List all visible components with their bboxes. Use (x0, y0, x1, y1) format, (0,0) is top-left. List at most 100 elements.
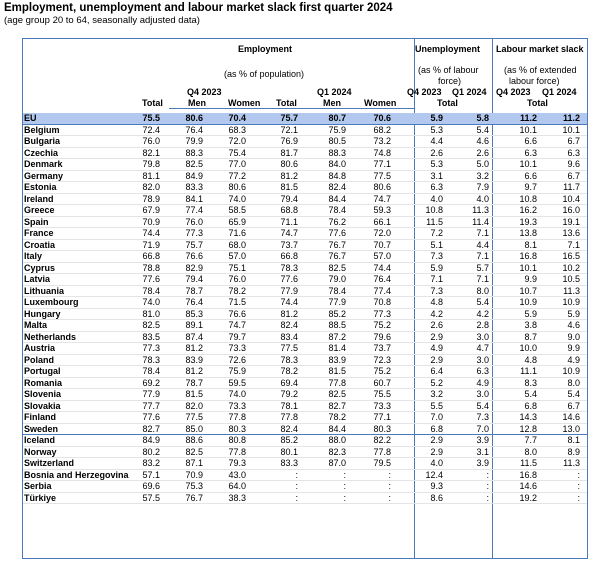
unemp-q4-cell: 6.3 (430, 182, 443, 192)
table-row: Switzerland 83.2 87.1 79.3 83.3 87.0 79.5 4.0 3.… (23, 458, 587, 470)
emp-total-q1-cell: 83.4 (280, 331, 298, 342)
emp-men-q1-cell: 88.5 (328, 320, 346, 330)
emp-men-q1-cell: : (343, 481, 346, 491)
emp-total-q4-cell: 84.9 (142, 435, 160, 445)
unemp-q1-cell: 3.0 (476, 389, 489, 399)
emp-men-q1-cell: 82.7 (328, 400, 346, 411)
emp-men-q1-cell: 88.3 (328, 147, 346, 158)
emp-women-q1-cell: 73.7 (373, 343, 391, 353)
emp-women-q1-cell: 77.5 (373, 170, 391, 181)
emp-men-q4-cell: 82.5 (185, 446, 203, 457)
slack-q4-cell: 4.8 (524, 354, 537, 365)
slack-q1-cell: 10.1 (562, 124, 580, 135)
table-row: Denmark 79.8 82.5 77.0 80.6 84.0 77.1 5.3 5.0 10.… (23, 159, 587, 171)
emp-women-q4-cell: 38.3 (228, 492, 246, 503)
emp-women-q1-cell: 75.2 (373, 320, 391, 330)
unemp-q4-cell: 5.9 (430, 113, 443, 123)
emp-total-q1-cell: : (295, 492, 298, 503)
slack-q1-cell: : (577, 481, 580, 491)
emp-women-q4-cell: 80.6 (228, 182, 246, 192)
q4-2023-header: Q4 2023 (187, 87, 222, 97)
emp-total-q4-cell: 77.9 (142, 389, 160, 399)
emp-total-q1-cell: 79.4 (280, 193, 298, 204)
emp-men-q1-cell: 85.2 (328, 308, 346, 319)
unemp-q1-cell: 7.9 (476, 182, 489, 192)
emp-men-q4-cell: 76.0 (185, 216, 203, 227)
unemp-q4-cell: 5.1 (430, 239, 443, 250)
emp-total-q1-cell: 81.2 (280, 170, 298, 181)
emp-men-q4-cell: 78.7 (185, 285, 203, 296)
unemp-q4-cell: 8.6 (430, 492, 443, 503)
emp-women-q4-cell: 59.5 (228, 377, 246, 388)
unemp-q4-cell: 4.0 (430, 193, 443, 204)
table-body: EU 75.5 80.6 70.4 75.7 80.7 70.6 5.9 5.8 11.2 11.2… (23, 113, 587, 504)
slack-q1-cell: 4.9 (567, 354, 580, 365)
emp-women-q1-cell: 74.7 (373, 193, 391, 204)
emp-total-q4-cell: 76.0 (142, 136, 160, 146)
table-row: Finland 77.6 77.5 77.8 77.8 78.2 77.1 7.0 7.3 14.… (23, 412, 587, 424)
emp-women-q4-cell: 64.0 (228, 481, 246, 491)
country-name: Netherlands (24, 331, 77, 342)
slack-q1-cell: 10.2 (562, 262, 580, 273)
unemp-q4-cell: 5.5 (430, 400, 443, 411)
unemp-q4-cell: 12.4 (425, 469, 443, 480)
table-row: Netherlands 83.5 87.4 79.7 83.4 87.2 79.6 2.9 3.… (23, 331, 587, 343)
emp-total-q1-cell: : (295, 469, 298, 480)
slack-q1-cell: 6.3 (567, 147, 580, 158)
emp-women-q1-cell: 74.4 (373, 262, 391, 273)
emp-total-q1-cell: 80.1 (280, 446, 298, 457)
country-name: Cyprus (24, 262, 56, 273)
slack-q4-cell: 9.7 (524, 182, 537, 192)
unemp-q4-cell: 11.5 (426, 216, 443, 227)
table-row: Spain 70.9 76.0 65.9 71.1 76.2 66.1 11.5 11.4 19.… (23, 216, 587, 228)
emp-total-q1-cell: 78.2 (280, 366, 298, 376)
emp-total-q4-cell: 77.7 (142, 400, 160, 411)
table-row: Portugal 78.4 81.2 75.9 78.2 81.5 75.2 6.4 6.3 11… (23, 366, 587, 378)
emp-men-q4-cell: 76.6 (185, 251, 203, 261)
unemp-q4-cell: 2.6 (430, 147, 443, 158)
slack-q1-cell: 4.6 (567, 320, 580, 330)
slack-q4-cell: 11.2 (519, 113, 537, 123)
slack-q4-cell: 10.1 (519, 124, 537, 135)
slack-q4-cell: 10.0 (519, 343, 537, 353)
country-name: Slovakia (24, 400, 61, 411)
slack-q4-cell: 12.8 (519, 423, 537, 434)
emp-total-q4-cell: 71.9 (142, 239, 160, 250)
unemp-q1-cell: 2.6 (476, 147, 489, 158)
unemp-q1-cell: 8.0 (476, 285, 489, 296)
country-name: Iceland (24, 435, 56, 445)
table-row: Luxembourg 74.0 76.4 71.5 74.4 77.9 70.8 4.8 5.4… (23, 297, 587, 309)
country-name: Italy (24, 251, 43, 261)
slack-q4-cell: 19.2 (519, 492, 537, 503)
emp-total-q1-cell: 71.1 (280, 216, 298, 227)
emp-men-q4-cell: 81.5 (185, 389, 203, 399)
country-name: Denmark (24, 159, 63, 169)
unemp-q4-2023-header: Q4 2023 (407, 87, 442, 97)
emp-men-q4-cell: 83.9 (185, 354, 203, 365)
country-name: Sweden (24, 423, 59, 434)
slack-q4-cell: 5.4 (524, 389, 537, 399)
unemp-q1-cell: 3.0 (476, 331, 489, 342)
emp-men-q1-cell: : (343, 469, 346, 480)
emp-women-q4-cell: 79.3 (228, 458, 246, 468)
unemp-q4-cell: 2.9 (430, 354, 443, 365)
slack-q4-cell: 11.1 (520, 366, 537, 376)
slack-q1-cell: 16.0 (562, 205, 580, 215)
unemployment-subheader-2: force) (438, 76, 462, 86)
unemployment-header: Unemployment (415, 44, 481, 54)
emp-women-q1-cell: 70.7 (373, 239, 391, 250)
unemp-q1-cell: 7.3 (476, 412, 489, 422)
emp-men-q1-cell: 84.8 (328, 170, 346, 181)
emp-women-q1-cell: 68.2 (373, 124, 391, 135)
emp-total-q1-cell: 74.4 (280, 297, 298, 307)
employment-header: Employment (238, 44, 293, 54)
emp-women-q4-cell: 77.0 (228, 159, 246, 169)
unemp-q1-cell: : (486, 492, 489, 503)
slack-q4-cell: 3.8 (524, 320, 537, 330)
country-name: Hungary (24, 308, 61, 319)
emp-total-q1-cell: 85.2 (280, 435, 298, 445)
emp-men-q4-cell: 85.0 (185, 423, 203, 434)
emp-women-q4-cell: 73.3 (228, 400, 246, 411)
emp-total-q4-cell: 78.4 (142, 285, 160, 296)
unemp-q4-cell: 2.9 (430, 435, 443, 445)
